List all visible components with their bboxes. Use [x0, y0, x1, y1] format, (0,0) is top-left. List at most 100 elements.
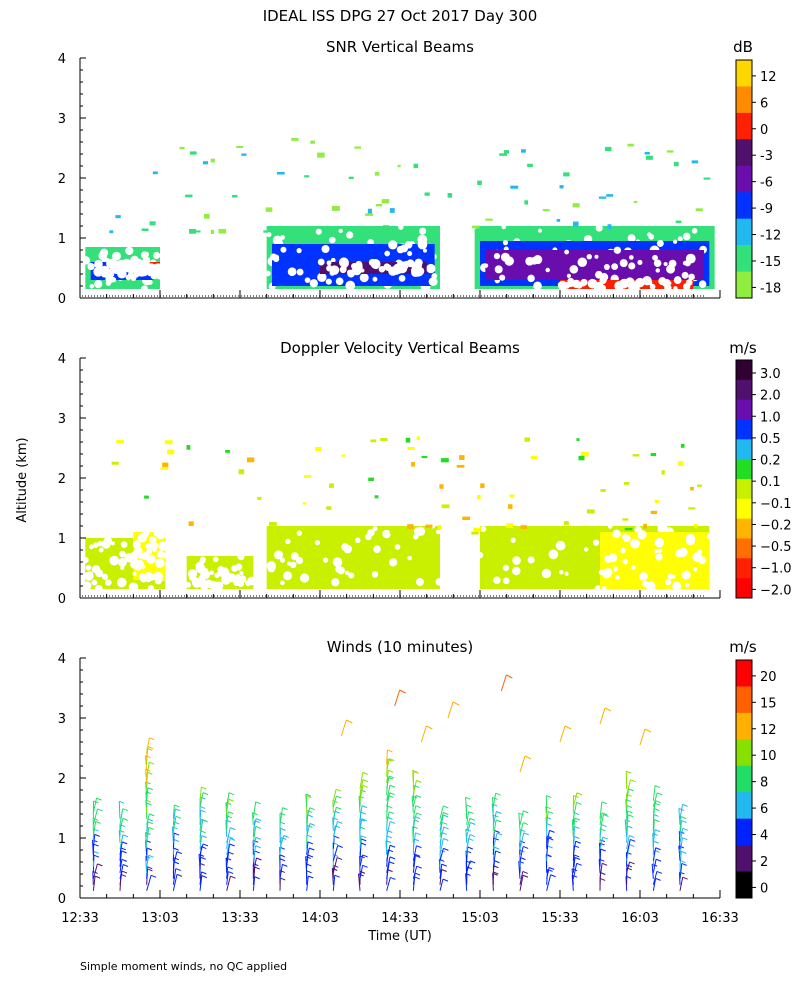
wind-barb	[599, 863, 603, 879]
heatmap-gap	[314, 539, 321, 546]
wind-barb-flag	[412, 769, 418, 773]
heatmap-gap	[368, 258, 377, 267]
heatmap-speck	[203, 213, 210, 219]
wind-barb	[386, 811, 390, 825]
wind-barb-flag	[682, 827, 688, 831]
doppler-colorbar: 3.0 2.0 1.0 0.5 0.2 0.1 −0.1 −0.2 −0.5 −1.0 −2.0	[735, 359, 792, 599]
heatmap-gap	[360, 268, 365, 273]
y-tick-label: 2	[58, 472, 66, 487]
heatmap-gap	[545, 267, 550, 273]
wind-barb-flag	[682, 803, 688, 807]
heatmap-gap	[91, 579, 98, 586]
x-tick-label: 12:33	[61, 911, 98, 926]
wind-barb-flag	[93, 817, 99, 821]
wind-barb	[626, 779, 631, 795]
wind-barb-flag	[629, 843, 635, 847]
heatmap-gap	[296, 268, 304, 276]
heatmap-gap	[667, 573, 674, 580]
heatmap-gap	[493, 576, 501, 585]
heatmap-speck	[188, 521, 194, 526]
footnote: Simple moment winds, no QC applied	[80, 960, 287, 973]
x-tick-label: 16:03	[621, 911, 658, 926]
wind-barb	[199, 792, 204, 807]
heatmap-gap	[378, 265, 386, 273]
heatmap-gap	[423, 248, 428, 253]
wind-barb-flag	[309, 823, 316, 826]
wind-barb	[626, 814, 629, 831]
colorbar-tick-label: 20	[760, 670, 777, 685]
heatmap-gap	[512, 566, 521, 576]
heatmap-gap	[657, 527, 662, 532]
heatmap-gap	[153, 251, 161, 260]
colorbar-tick-label: 2	[760, 855, 768, 870]
heatmap-gap	[264, 270, 271, 277]
heatmap-gap	[120, 541, 128, 548]
heatmap-gap	[272, 235, 283, 245]
wind-barb-flag	[399, 689, 406, 694]
heatmap-speck	[598, 196, 607, 199]
wind-barb-flag	[122, 864, 129, 867]
wind-barb	[571, 819, 574, 837]
wind-barb	[519, 846, 524, 861]
wind-barb-flag	[654, 802, 661, 806]
heatmap-gap	[657, 548, 663, 554]
heatmap-gap	[668, 259, 677, 268]
heatmap-speck	[341, 454, 346, 457]
heatmap-gap	[201, 567, 209, 576]
colorbar-tick-label: 15	[760, 696, 777, 711]
wind-barb-flag	[149, 737, 155, 741]
wind-barb-flag	[387, 758, 393, 762]
winds-axis-ticks: 0 1 2 3 4	[58, 652, 721, 907]
heatmap-gap	[396, 245, 405, 254]
heatmap-gap	[216, 571, 221, 576]
heatmap-gap	[283, 571, 293, 581]
wind-barb	[411, 795, 414, 813]
wind-barb	[252, 876, 256, 891]
wind-barb	[678, 808, 681, 825]
heatmap-gap	[138, 261, 143, 267]
wind-barb	[332, 857, 338, 873]
heatmap-gap	[619, 259, 628, 268]
heatmap-gap	[501, 224, 507, 230]
wind-barb-flag	[466, 860, 472, 864]
wind-barb	[678, 831, 681, 849]
wind-barb-flag	[389, 861, 395, 865]
wind-barb-flag	[496, 811, 502, 814]
heatmap-gap	[89, 283, 95, 289]
heatmap-gap	[612, 566, 619, 572]
wind-barb-flag	[172, 826, 178, 830]
heatmap-speck	[382, 225, 390, 230]
wind-barb-flag	[520, 857, 526, 861]
wind-barb-flag	[415, 855, 421, 858]
wind-barb-flag	[202, 843, 209, 847]
heatmap-speck	[380, 438, 388, 441]
heatmap-speck	[144, 495, 149, 499]
heatmap-gap	[290, 561, 297, 569]
heatmap-speck	[189, 151, 197, 155]
wind-barb	[519, 832, 525, 849]
wind-barb	[332, 845, 339, 861]
wind-barb	[306, 841, 309, 855]
heatmap-speck	[374, 495, 379, 499]
heatmap-speck	[167, 449, 175, 455]
wind-barb-flag	[252, 812, 258, 816]
wind-barb-flag	[228, 811, 234, 815]
wind-barb-flag	[549, 829, 555, 833]
heatmap-gap	[662, 278, 671, 287]
heatmap-gap	[373, 264, 379, 270]
heatmap-gap	[295, 556, 304, 565]
heatmap-gap	[537, 228, 542, 233]
heatmap-gap	[209, 570, 214, 576]
heatmap-gap	[598, 569, 604, 575]
panel-winds-title: Winds (10 minutes)	[327, 638, 474, 656]
wind-barb-flag	[414, 876, 420, 880]
heatmap-gap	[326, 260, 332, 266]
wind-barb	[92, 876, 96, 891]
wind-barb	[92, 834, 96, 849]
heatmap-gap	[100, 248, 109, 257]
wind-barb-flag	[389, 844, 396, 848]
wind-barb-flag	[389, 758, 395, 762]
wind-barb	[226, 843, 231, 861]
